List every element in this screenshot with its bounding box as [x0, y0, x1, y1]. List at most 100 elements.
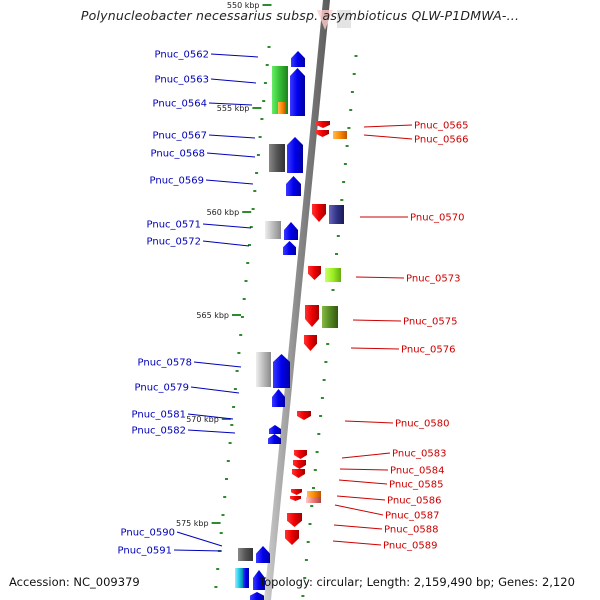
tick-mark: [214, 586, 218, 588]
tick-mark: [267, 46, 271, 48]
tick-mark: [331, 289, 335, 291]
tick-mark: [225, 478, 228, 480]
tick-mark: [340, 199, 344, 201]
scale-label: 565 kbp: [196, 311, 229, 320]
tick-mark: [263, 82, 267, 84]
forward-gene-arrow: [253, 570, 265, 590]
reverse-gene-arrow: [291, 489, 302, 495]
tick-mark: [320, 397, 324, 399]
label-leader-line: [355, 276, 405, 279]
tick-mark: [221, 514, 225, 516]
forward-gene-label: Pnuc_0567: [153, 131, 207, 142]
tick-layer: [211, 4, 358, 597]
reverse-gene-label: Pnuc_0588: [384, 525, 438, 536]
forward-gene-label: Pnuc_0579: [135, 383, 189, 394]
label-leader-line: [363, 124, 413, 128]
tick-mark: [310, 505, 314, 507]
backbone-strand: [264, 0, 330, 600]
tick-mark: [343, 163, 347, 165]
reverse-gene-arrow: [287, 513, 302, 527]
forward-gene-label: Pnuc_0582: [132, 426, 186, 437]
label-leader-line: [187, 429, 236, 434]
tick-mark: [301, 595, 305, 597]
reverse-gene-label: Pnuc_0570: [410, 213, 464, 224]
gene-feature-box: [256, 352, 271, 387]
label-leader-line: [173, 549, 223, 552]
reverse-gene-arrow: [292, 469, 305, 478]
label-leader-line: [206, 152, 256, 158]
tick-mark: [244, 280, 248, 282]
reverse-gene-arrow: [308, 266, 321, 280]
gene-feature-box: [307, 491, 321, 497]
scale-tick: [211, 522, 221, 524]
label-leader-line: [208, 134, 256, 139]
scale-label: 570 kbp: [186, 415, 219, 424]
gene-feature-box: [306, 497, 321, 503]
reverse-gene-label: Pnuc_0576: [401, 345, 455, 356]
label-layer: 550 kbp 555 kbp 560 kbp 565 kbp 570 kbp 575 k…: [118, 1, 469, 557]
tick-mark: [335, 253, 338, 255]
reverse-gene-arrow: [316, 130, 329, 137]
tick-mark: [350, 91, 354, 93]
tick-mark: [233, 388, 237, 390]
forward-gene-label: Pnuc_0562: [155, 50, 209, 61]
accession-text: Accession: NC_009379: [9, 575, 140, 589]
reverse-gene-label: Pnuc_0584: [390, 466, 444, 477]
tick-mark: [237, 352, 241, 354]
gene-feature-box: [333, 131, 347, 139]
tick-mark: [248, 244, 251, 246]
tick-mark: [303, 577, 307, 579]
reverse-gene-arrow: [304, 335, 317, 351]
label-leader-line: [210, 53, 259, 58]
tick-mark: [317, 433, 321, 435]
topology-text: Topology: circular; Length: 2,159,490 bp…: [259, 575, 575, 589]
forward-gene-arrow: [290, 68, 305, 116]
reverse-gene-arrow: [293, 460, 306, 469]
tick-mark: [255, 172, 259, 174]
label-leader-line: [205, 179, 254, 185]
tick-mark: [306, 541, 310, 543]
forward-gene-label: Pnuc_0569: [150, 176, 204, 187]
tick-mark: [354, 55, 358, 57]
forward-gene-label: Pnuc_0563: [155, 75, 209, 86]
reverse-gene-arrow: [305, 305, 319, 327]
backbone-layer: [264, 0, 330, 600]
gene-feature-box: [269, 144, 285, 172]
tick-mark: [262, 100, 266, 102]
gene-feature-box: [329, 205, 344, 224]
tick-mark: [230, 424, 234, 426]
tick-mark: [251, 208, 255, 210]
forward-gene-arrow: [283, 241, 296, 255]
label-leader-line: [336, 495, 386, 501]
reverse-gene-label: Pnuc_0586: [387, 496, 441, 507]
tick-mark: [249, 226, 253, 228]
label-leader-line: [363, 134, 413, 140]
reverse-gene-arrow: [297, 411, 311, 420]
faded-reverse-gene: [337, 10, 351, 28]
forward-gene-arrow: [287, 137, 303, 173]
tick-mark: [308, 523, 312, 525]
forward-gene-label: Pnuc_0564: [153, 99, 207, 110]
forward-gene-arrow: [272, 389, 285, 407]
tick-mark: [242, 298, 246, 300]
reverse-gene-label: Pnuc_0565: [414, 121, 468, 132]
reverse-gene-label: Pnuc_0566: [414, 135, 468, 146]
tick-mark: [226, 460, 230, 462]
tick-mark: [235, 370, 239, 372]
tick-mark: [240, 316, 244, 318]
forward-gene-label: Pnuc_0571: [147, 220, 201, 231]
tick-mark: [253, 190, 257, 192]
reverse-gene-label: Pnuc_0589: [383, 541, 437, 552]
forward-gene-arrow: [284, 222, 298, 240]
tick-mark: [326, 343, 330, 345]
forward-gene-label: Pnuc_0590: [121, 528, 175, 539]
tick-mark: [260, 118, 264, 120]
scale-label: 560 kbp: [207, 208, 240, 217]
label-leader-line: [338, 479, 388, 485]
tick-mark: [232, 406, 236, 408]
reverse-gene-arrow: [285, 530, 299, 545]
reverse-gene-label: Pnuc_0573: [406, 274, 460, 285]
label-leader-line: [344, 420, 394, 424]
tick-mark: [322, 379, 326, 381]
